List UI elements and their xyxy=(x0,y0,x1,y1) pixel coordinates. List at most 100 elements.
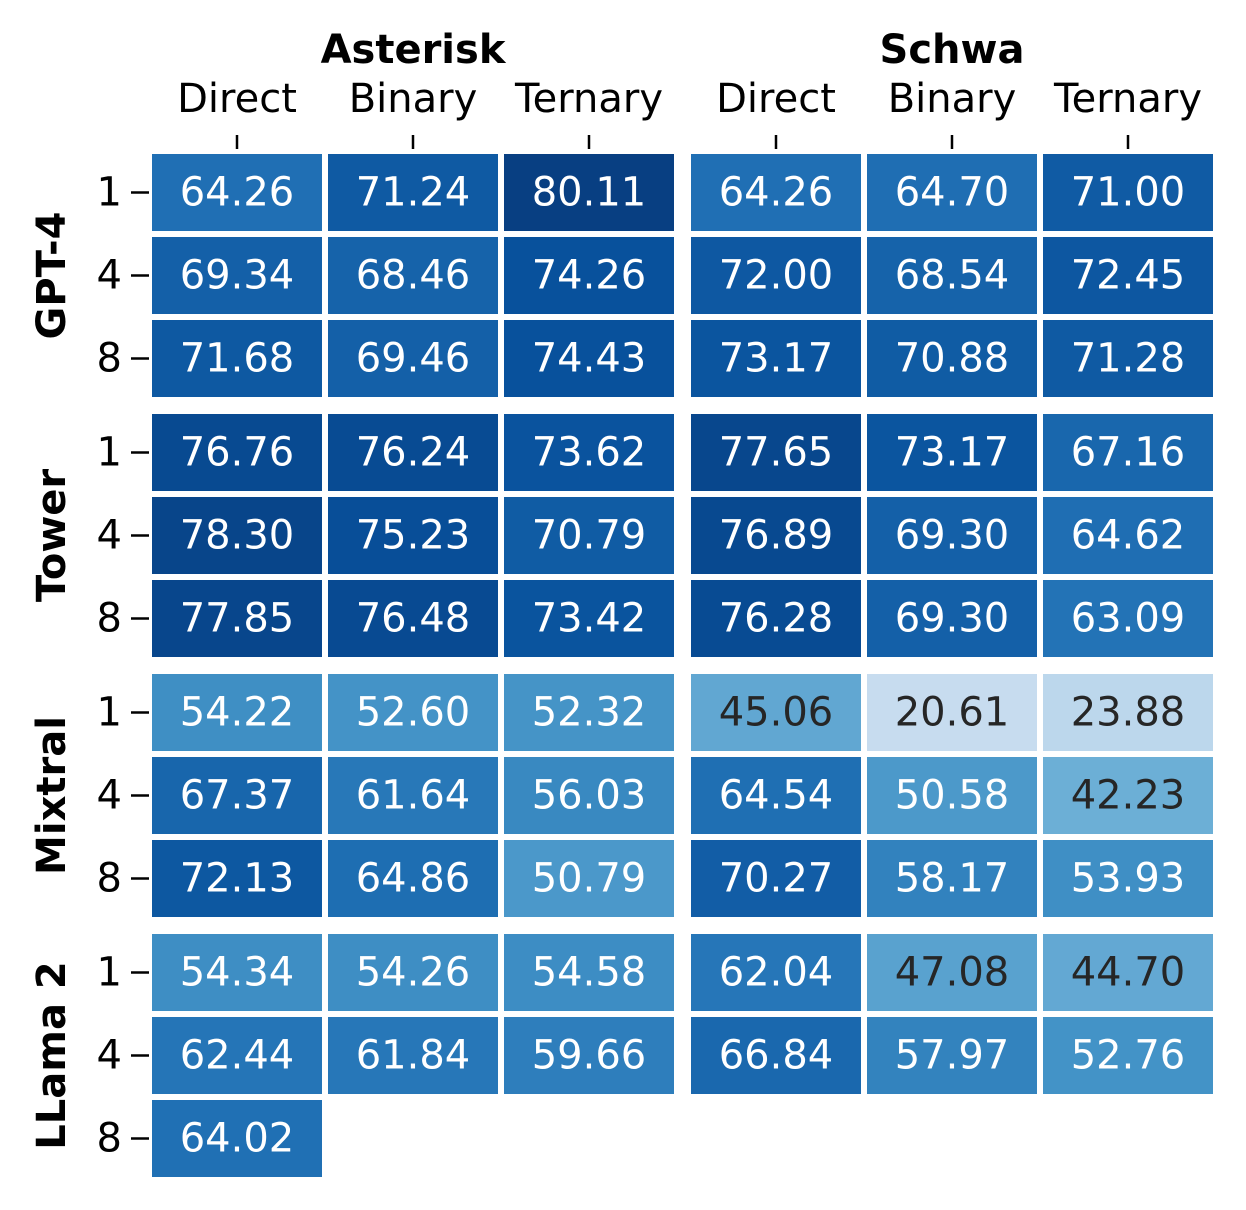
cell-value-label: 75.23 xyxy=(356,513,471,559)
cell-value-label: 42.23 xyxy=(1071,773,1186,819)
column-group-label-asterisk: Asterisk xyxy=(321,27,507,73)
cell-value-label: 64.70 xyxy=(895,170,1010,216)
row-group-label: LLama 2 xyxy=(29,961,75,1149)
heatmap-cell xyxy=(867,840,1037,917)
cell-value-label: 72.00 xyxy=(719,253,834,299)
row-label: 4 xyxy=(97,513,122,559)
heatmap-cell xyxy=(504,320,674,397)
cell-value-label: 63.09 xyxy=(1071,596,1186,642)
cell-value-label: 73.42 xyxy=(532,596,647,642)
heatmap-cell xyxy=(691,1017,861,1094)
column-label-direct: Direct xyxy=(716,76,836,122)
heatmap-cell xyxy=(328,154,498,231)
heatmap-cell xyxy=(152,580,322,657)
cell-value-label: 68.46 xyxy=(356,253,471,299)
heatmap-cell xyxy=(1043,674,1213,751)
cell-value-label: 73.62 xyxy=(532,430,647,476)
cell-value-label: 76.28 xyxy=(719,596,834,642)
cell-value-label: 72.13 xyxy=(180,856,295,902)
heatmap-cell xyxy=(152,154,322,231)
column-label-binary: Binary xyxy=(888,76,1017,122)
cell-value-label: 77.85 xyxy=(180,596,295,642)
cell-value-label: 62.44 xyxy=(180,1033,295,1079)
heatmap-cell xyxy=(152,757,322,834)
heatmap-cell xyxy=(504,674,674,751)
cell-value-label: 64.26 xyxy=(719,170,834,216)
cell-value-label: 61.84 xyxy=(356,1033,471,1079)
heatmap-cell xyxy=(504,414,674,491)
row-label: 4 xyxy=(97,253,122,299)
cell-value-label: 69.46 xyxy=(356,336,471,382)
cell-value-label: 71.68 xyxy=(180,336,295,382)
cell-value-label: 66.84 xyxy=(719,1033,834,1079)
row-label: 8 xyxy=(97,336,122,382)
heatmap-cell xyxy=(152,934,322,1011)
cell-value-label: 57.97 xyxy=(895,1033,1010,1079)
heatmap-cell xyxy=(867,757,1037,834)
heatmap-cell xyxy=(1043,320,1213,397)
row-label: 1 xyxy=(97,950,122,996)
cell-value-label: 50.58 xyxy=(895,773,1010,819)
cell-value-label: 56.03 xyxy=(532,773,647,819)
cell-value-label: 50.79 xyxy=(532,856,647,902)
cell-value-label: 47.08 xyxy=(895,950,1010,996)
heatmap-cell xyxy=(1043,237,1213,314)
heatmap-cell xyxy=(328,840,498,917)
heatmap-cell xyxy=(691,934,861,1011)
row-label: 8 xyxy=(97,1116,122,1162)
cell-value-label: 74.43 xyxy=(532,336,647,382)
cell-value-label: 67.16 xyxy=(1071,430,1186,476)
row-label: 1 xyxy=(97,170,122,216)
cell-value-label: 76.89 xyxy=(719,513,834,559)
row-label: 8 xyxy=(97,856,122,902)
row-label: 4 xyxy=(97,1033,122,1079)
cell-value-label: 64.62 xyxy=(1071,513,1186,559)
cell-value-label: 77.65 xyxy=(719,430,834,476)
cell-value-label: 76.76 xyxy=(180,430,295,476)
heatmap-cell xyxy=(328,580,498,657)
heatmap-cell xyxy=(691,757,861,834)
cell-value-label: 61.64 xyxy=(356,773,471,819)
heatmap-cell xyxy=(867,497,1037,574)
heatmap-cell xyxy=(152,674,322,751)
cell-value-label: 72.45 xyxy=(1071,253,1186,299)
cell-value-label: 54.58 xyxy=(532,950,647,996)
row-label: 8 xyxy=(97,596,122,642)
heatmap-cell xyxy=(1043,757,1213,834)
row-label: 1 xyxy=(97,430,122,476)
cell-value-label: 70.79 xyxy=(532,513,647,559)
cell-value-label: 64.26 xyxy=(180,170,295,216)
cell-value-label: 68.54 xyxy=(895,253,1010,299)
cell-value-label: 69.30 xyxy=(895,513,1010,559)
cell-value-label: 70.27 xyxy=(719,856,834,902)
cell-value-label: 78.30 xyxy=(180,513,295,559)
row-label: 1 xyxy=(97,690,122,736)
heatmap-cell xyxy=(691,674,861,751)
heatmap-cell xyxy=(691,497,861,574)
heatmap-cell xyxy=(867,320,1037,397)
cell-value-label: 73.17 xyxy=(719,336,834,382)
heatmap-cell xyxy=(152,237,322,314)
cell-value-label: 70.88 xyxy=(895,336,1010,382)
cell-value-label: 69.34 xyxy=(180,253,295,299)
heatmap-cell xyxy=(328,757,498,834)
cell-value-label: 71.00 xyxy=(1071,170,1186,216)
cell-value-label: 52.76 xyxy=(1071,1033,1186,1079)
heatmap-cell xyxy=(152,1100,322,1177)
heatmap-cell xyxy=(691,580,861,657)
heatmap-cell xyxy=(691,414,861,491)
heatmap-cell xyxy=(867,154,1037,231)
cell-value-label: 64.54 xyxy=(719,773,834,819)
heatmap-cell xyxy=(867,934,1037,1011)
heatmap-cell xyxy=(504,580,674,657)
cell-value-label: 80.11 xyxy=(532,170,647,216)
heatmap-cell xyxy=(152,840,322,917)
cell-value-label: 52.60 xyxy=(356,690,471,736)
heatmap-cell xyxy=(504,1017,674,1094)
row-group-label: GPT-4 xyxy=(29,212,75,340)
heatmap-cell xyxy=(504,840,674,917)
heatmap-cell xyxy=(1043,497,1213,574)
cell-value-label: 23.88 xyxy=(1071,690,1186,736)
heatmap-cell xyxy=(504,154,674,231)
